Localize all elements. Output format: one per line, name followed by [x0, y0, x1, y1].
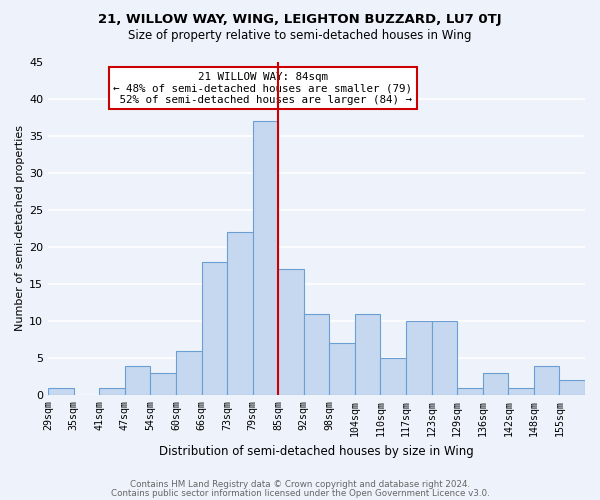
Bar [304, 314, 329, 396]
Bar [278, 269, 304, 396]
Text: 21 WILLOW WAY: 84sqm  
← 48% of semi-detached houses are smaller (79)
 52% of se: 21 WILLOW WAY: 84sqm ← 48% of semi-detac… [113, 72, 412, 104]
Text: Size of property relative to semi-detached houses in Wing: Size of property relative to semi-detach… [128, 29, 472, 42]
Bar [483, 373, 508, 396]
Bar [406, 321, 431, 396]
Bar [227, 232, 253, 396]
Bar [151, 373, 176, 396]
Y-axis label: Number of semi-detached properties: Number of semi-detached properties [15, 126, 25, 332]
Bar [329, 344, 355, 396]
Bar [380, 358, 406, 396]
Bar [508, 388, 534, 396]
Bar [48, 388, 74, 396]
Bar [431, 321, 457, 396]
Bar [176, 351, 202, 396]
X-axis label: Distribution of semi-detached houses by size in Wing: Distribution of semi-detached houses by … [159, 444, 474, 458]
Bar [99, 388, 125, 396]
Text: Contains HM Land Registry data © Crown copyright and database right 2024.: Contains HM Land Registry data © Crown c… [130, 480, 470, 489]
Bar [534, 366, 559, 396]
Bar [202, 262, 227, 396]
Bar [355, 314, 380, 396]
Bar [559, 380, 585, 396]
Bar [253, 121, 278, 396]
Text: Contains public sector information licensed under the Open Government Licence v3: Contains public sector information licen… [110, 488, 490, 498]
Bar [457, 388, 483, 396]
Text: 21, WILLOW WAY, WING, LEIGHTON BUZZARD, LU7 0TJ: 21, WILLOW WAY, WING, LEIGHTON BUZZARD, … [98, 12, 502, 26]
Bar [125, 366, 151, 396]
